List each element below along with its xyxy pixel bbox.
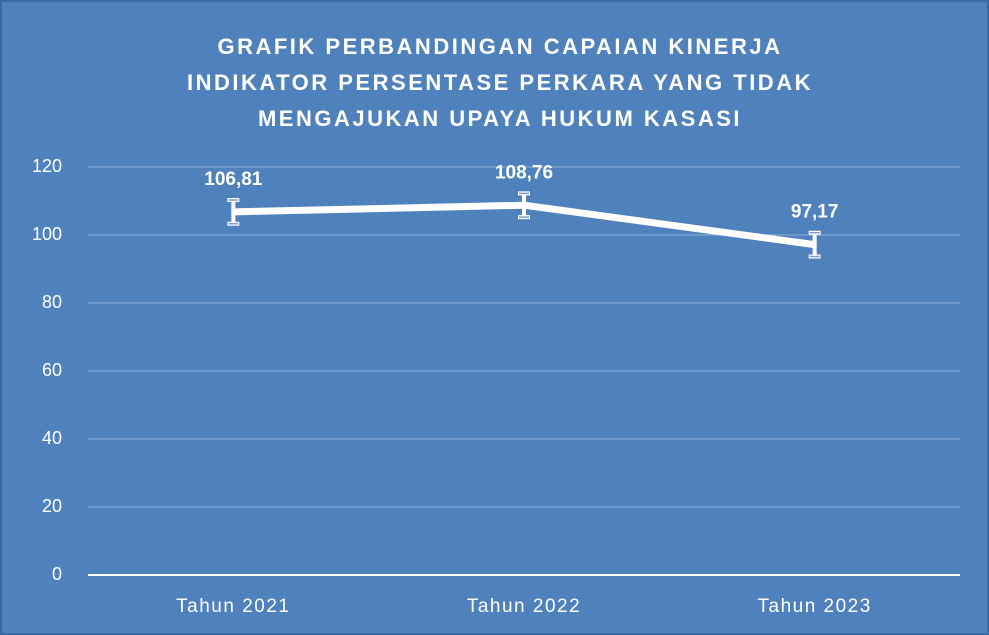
chart-title: MENGAJUKAN UPAYA HUKUM KASASI — [258, 106, 742, 131]
x-tick-label: Tahun 2021 — [176, 596, 290, 617]
y-tick-label: 80 — [42, 292, 62, 312]
error-bar-core — [228, 199, 239, 225]
data-label: 106,81 — [204, 169, 263, 190]
x-tick-label: Tahun 2023 — [758, 596, 872, 617]
y-tick-label: 60 — [42, 360, 62, 380]
x-tick-label: Tahun 2022 — [467, 596, 581, 617]
error-bar-core — [519, 192, 529, 218]
y-tick-label: 100 — [32, 224, 62, 244]
y-tick-label: 40 — [42, 428, 62, 448]
data-label: 97,17 — [791, 202, 839, 223]
y-tick-label: 0 — [52, 564, 62, 584]
chart-title: GRAFIK PERBANDINGAN CAPAIAN KINERJA — [217, 34, 782, 59]
error-bar-core — [809, 231, 820, 258]
chart-title: INDIKATOR PERSENTASE PERKARA YANG TIDAK — [187, 70, 813, 95]
y-tick-label: 20 — [42, 496, 62, 516]
data-label: 108,76 — [495, 162, 553, 183]
y-tick-label: 120 — [32, 156, 62, 176]
